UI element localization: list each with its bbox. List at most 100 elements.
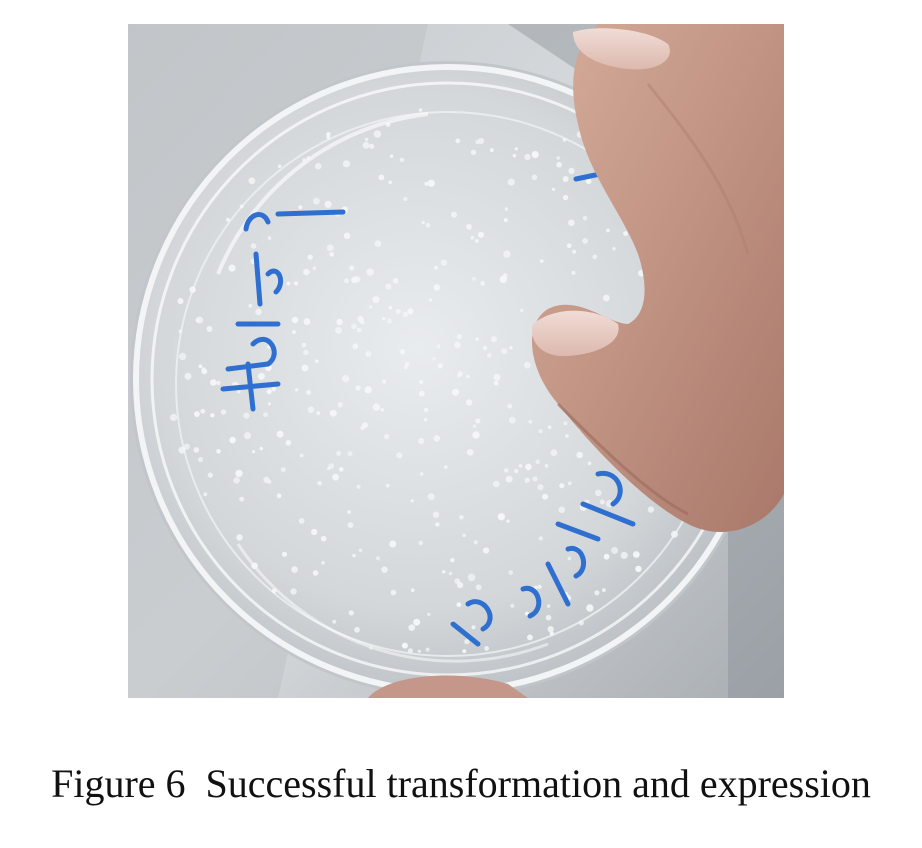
colony [472, 424, 477, 429]
colony [210, 413, 215, 418]
colony [538, 429, 543, 434]
colony [419, 380, 424, 384]
colony [178, 329, 183, 334]
colony [203, 492, 208, 497]
colony [347, 510, 351, 514]
colony [383, 433, 390, 440]
colony [267, 479, 272, 484]
colony [537, 584, 542, 589]
colony [424, 181, 429, 186]
colony [417, 649, 421, 653]
colony [291, 566, 298, 573]
colony [226, 217, 230, 222]
colony [475, 337, 479, 341]
colony [456, 602, 462, 608]
colony [195, 318, 200, 323]
colony [427, 179, 435, 187]
colony [582, 238, 588, 244]
colony [388, 180, 393, 185]
colony [342, 375, 350, 383]
colony [450, 557, 455, 563]
colony [374, 240, 382, 248]
colony [475, 584, 482, 591]
colony [470, 235, 475, 240]
colony [603, 553, 610, 560]
colony [355, 385, 361, 391]
colony [276, 493, 282, 499]
colony [364, 386, 372, 394]
colony [178, 446, 186, 454]
colony [503, 250, 511, 258]
colony [435, 522, 440, 527]
colony [255, 308, 262, 316]
colony [201, 367, 206, 372]
colony [403, 365, 408, 370]
colony [228, 264, 236, 272]
colony [434, 265, 438, 270]
colony [358, 548, 363, 553]
colony [514, 468, 519, 474]
colony [360, 319, 365, 325]
colony [558, 506, 566, 514]
colony [432, 511, 440, 518]
colony [547, 626, 554, 633]
colony [432, 357, 436, 361]
colony [427, 493, 435, 501]
colony [503, 218, 508, 223]
colony [456, 334, 462, 340]
colony [236, 534, 243, 541]
colony [535, 459, 540, 465]
colony [206, 326, 213, 332]
colony [437, 363, 443, 369]
colony [504, 468, 509, 473]
colony [510, 603, 515, 608]
colony [280, 467, 286, 473]
colony [582, 216, 588, 221]
colony [320, 535, 327, 542]
colony [194, 411, 200, 417]
colony [303, 349, 309, 356]
colony [369, 646, 373, 650]
colony [399, 348, 406, 355]
colony [482, 345, 488, 351]
colony [390, 589, 397, 596]
colony [544, 464, 549, 468]
colony [307, 406, 315, 414]
finger-bottom [368, 675, 528, 698]
colony [403, 196, 408, 202]
colony [507, 403, 513, 409]
colony [281, 551, 288, 557]
colony [343, 232, 351, 240]
colony [455, 138, 461, 144]
colony [303, 268, 310, 276]
colony [421, 220, 425, 225]
colony [349, 265, 355, 271]
colony [285, 440, 292, 446]
colony [425, 222, 431, 228]
colony [271, 588, 277, 594]
colony [229, 436, 236, 444]
colony [458, 371, 463, 376]
colony [352, 343, 359, 350]
colony [395, 308, 401, 314]
colony [276, 430, 284, 438]
colony [372, 296, 380, 304]
colony [388, 305, 393, 310]
colony [295, 388, 299, 392]
colony [336, 450, 342, 456]
colony [317, 480, 322, 486]
colony [396, 452, 403, 459]
colony [440, 259, 448, 266]
colony [385, 483, 390, 488]
colony [603, 294, 610, 302]
colony [647, 506, 655, 513]
colony [612, 246, 616, 251]
colony [592, 254, 598, 260]
colony [566, 243, 572, 249]
colony [407, 648, 413, 654]
colony [200, 408, 206, 414]
colony [568, 219, 575, 227]
colony [563, 421, 568, 426]
colony [480, 281, 485, 286]
colony [572, 249, 576, 254]
